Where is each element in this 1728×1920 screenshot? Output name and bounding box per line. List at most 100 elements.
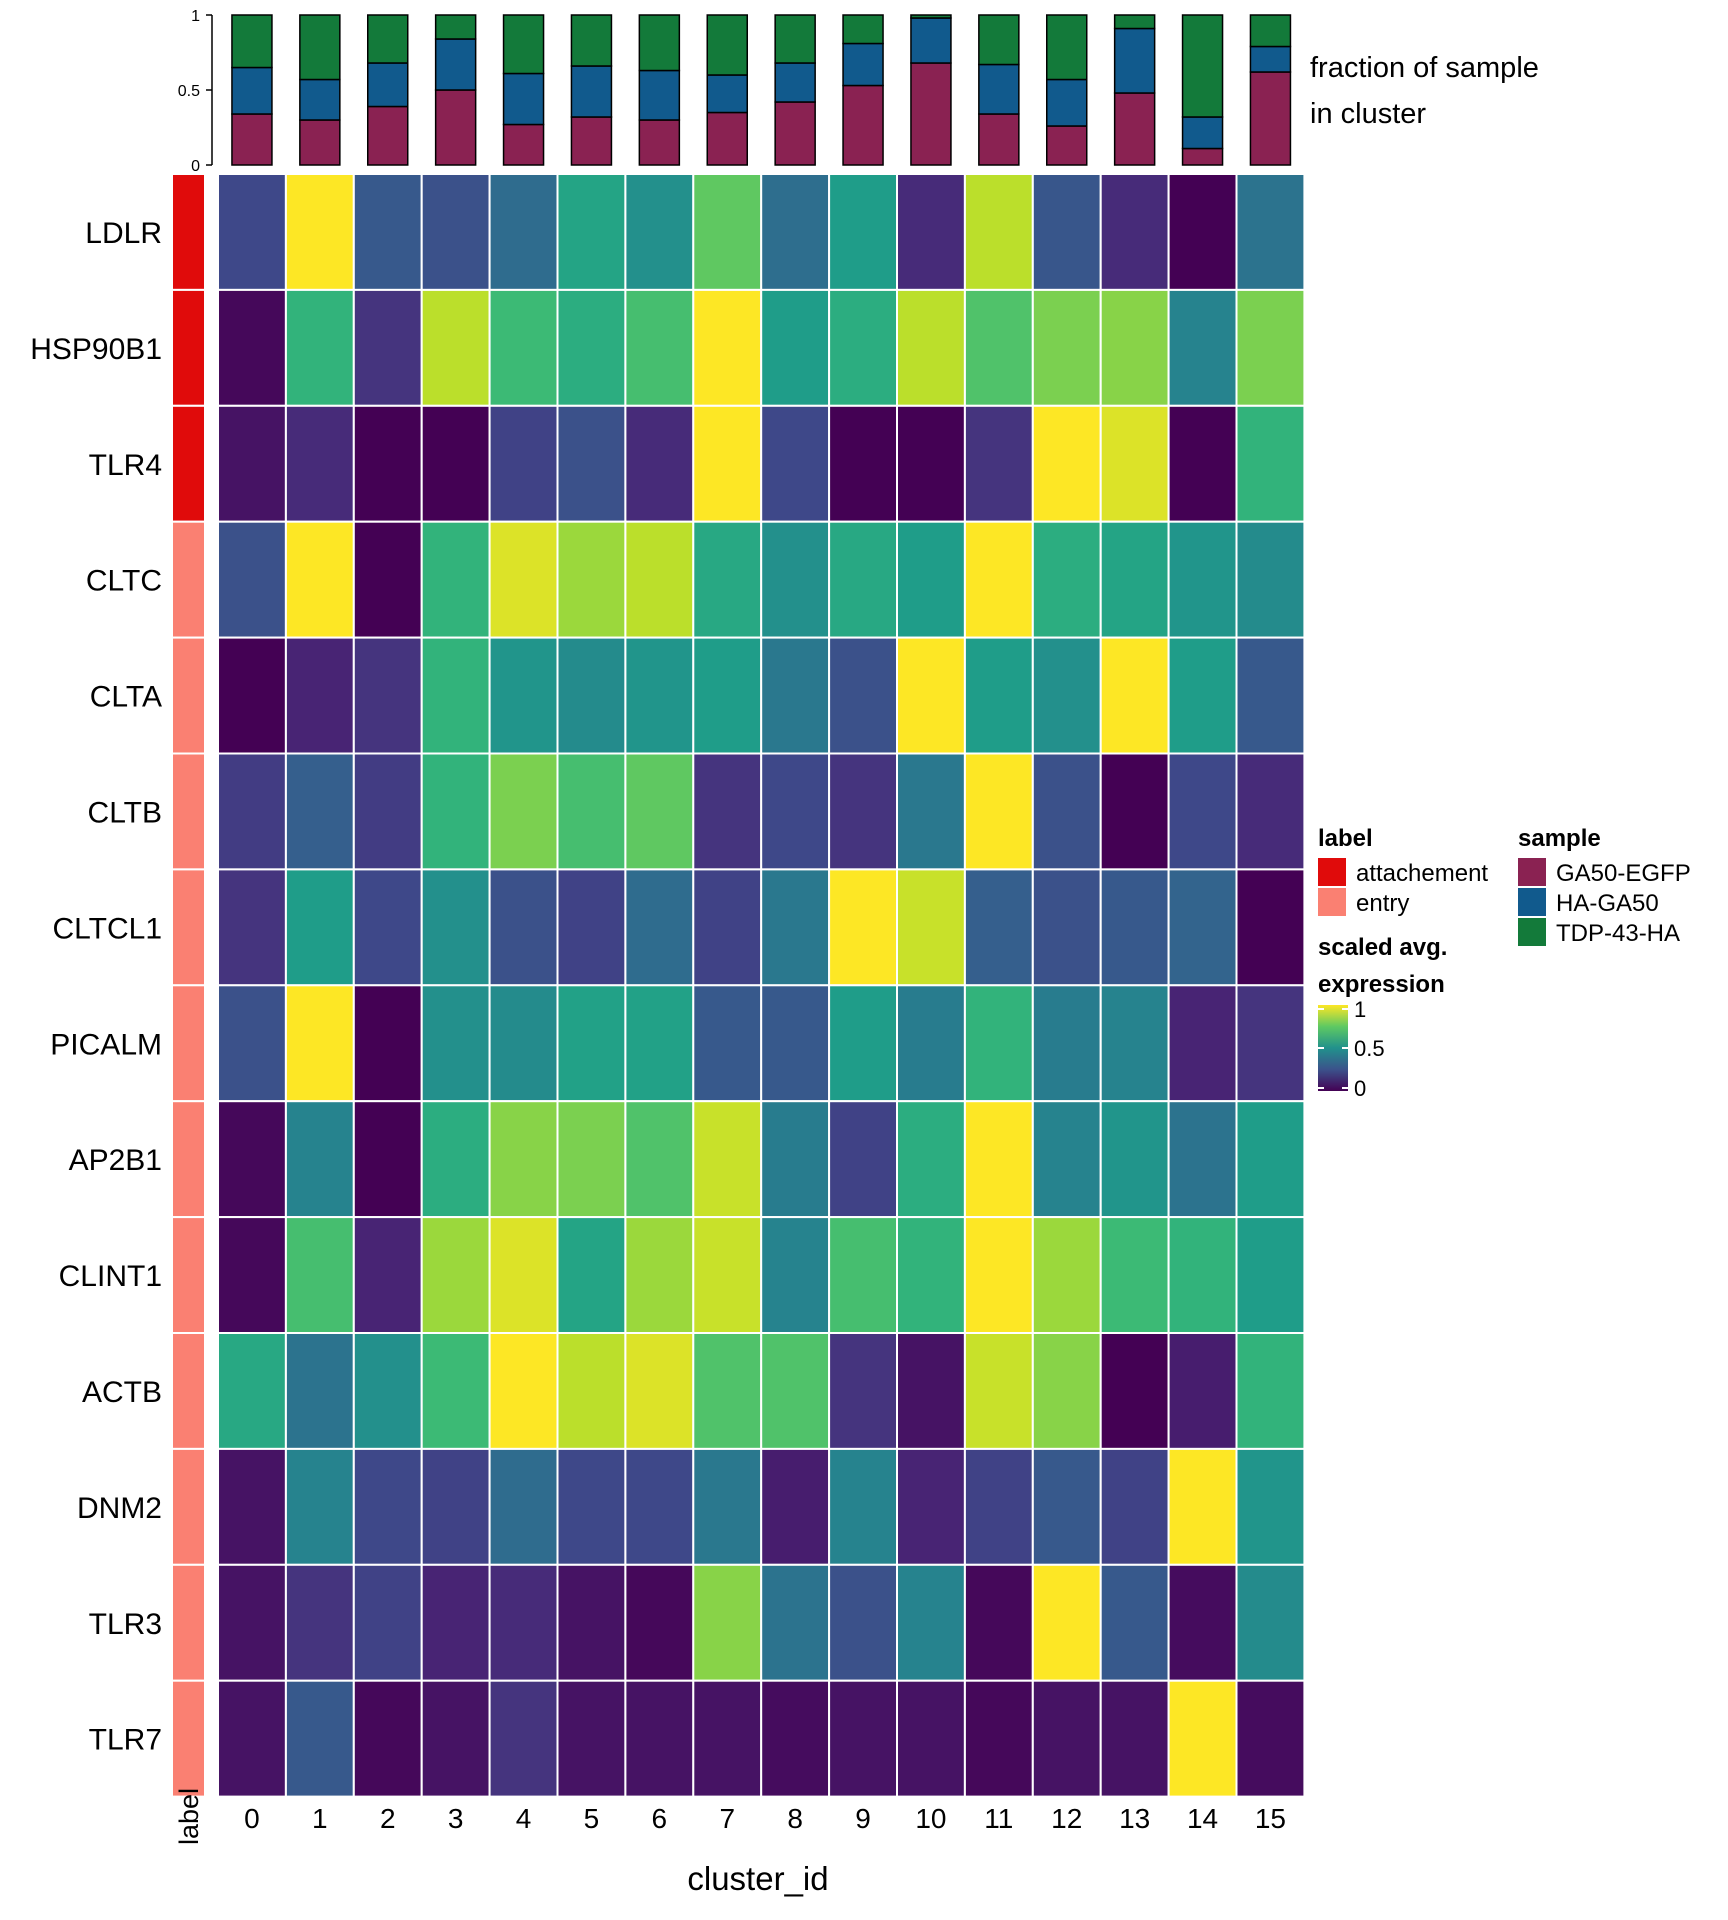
fraction-bar-ha-ga50-cluster-5 <box>570 65 613 118</box>
column-label-cluster-4: 4 <box>516 1803 532 1834</box>
heatmap-cell-ldlr-cluster-8 <box>760 173 831 291</box>
heatmap-cell-tlr3-cluster-4 <box>488 1563 559 1682</box>
fraction-bar-ga50-egfp-cluster-8 <box>774 101 816 166</box>
label-strip-ldlr <box>171 173 206 291</box>
heatmap-cell-hsp90b1-cluster-9 <box>828 288 898 407</box>
heatmap-cell-ap2b1-cluster-11 <box>963 1100 1034 1219</box>
heatmap-cell-tlr3-cluster-0 <box>217 1563 287 1682</box>
heatmap-cell-cltcl1-cluster-3 <box>420 868 491 987</box>
heatmap-cell-picalm-cluster-4 <box>488 984 559 1103</box>
heatmap-cell-actb-cluster-8 <box>760 1332 831 1450</box>
heatmap-cell-cltb-cluster-8 <box>760 752 831 871</box>
row-label-cltcl1: CLTCL1 <box>53 912 162 945</box>
heatmap-cell-hsp90b1-cluster-13 <box>1099 288 1170 407</box>
fraction-bar-ga50-egfp-cluster-9 <box>842 84 884 166</box>
heatmap-cell-cltcl1-cluster-11 <box>963 868 1034 987</box>
fraction-bar-ga50-egfp-cluster-1 <box>299 119 341 166</box>
heatmap-cell-ap2b1-cluster-13 <box>1099 1100 1170 1219</box>
heatmap-cell-tlr3-cluster-12 <box>1031 1563 1102 1682</box>
heatmap-cell-hsp90b1-cluster-5 <box>556 288 627 407</box>
heatmap-cell-cltc-cluster-4 <box>488 520 559 639</box>
fraction-bar-ga50-egfp-cluster-0 <box>231 113 273 166</box>
label-strip-tlr3 <box>171 1563 206 1682</box>
heatmap-cell-tlr3-cluster-10 <box>896 1563 966 1682</box>
heatmap-cell-dnm2-cluster-10 <box>896 1447 966 1566</box>
heatmap-cell-cltb-cluster-12 <box>1031 752 1102 871</box>
heatmap-cell-ap2b1-cluster-5 <box>556 1100 627 1219</box>
heatmap-cell-cltc-cluster-14 <box>1167 520 1238 639</box>
label-strip-tlr7 <box>171 1679 206 1798</box>
heatmap-cell-ap2b1-cluster-7 <box>692 1100 763 1219</box>
heatmap-cell-actb-cluster-12 <box>1031 1332 1102 1450</box>
heatmap-cell-dnm2-cluster-4 <box>488 1447 559 1566</box>
fraction-bar-ha-ga50-cluster-15 <box>1249 45 1292 73</box>
heatmap-cell-ldlr-cluster-9 <box>828 173 898 291</box>
heatmap-cell-tlr7-cluster-0 <box>217 1679 287 1798</box>
heatmap-cell-tlr3-cluster-11 <box>963 1563 1034 1682</box>
fraction-bar-ha-ga50-cluster-9 <box>842 42 884 87</box>
heatmap-cell-tlr4-cluster-3 <box>420 404 491 523</box>
heatmap-cell-hsp90b1-cluster-15 <box>1235 288 1306 407</box>
heatmap-cell-picalm-cluster-2 <box>352 984 423 1103</box>
heatmap-cell-ldlr-cluster-7 <box>692 173 763 291</box>
heatmap-cell-picalm-cluster-14 <box>1167 984 1238 1103</box>
heatmap-cell-cltcl1-cluster-5 <box>556 868 627 987</box>
heatmap-cell-clint1-cluster-3 <box>420 1216 491 1334</box>
label-strip-picalm <box>171 984 206 1103</box>
fraction-bar-ga50-egfp-cluster-14 <box>1181 147 1224 166</box>
heatmap-cell-tlr7-cluster-4 <box>488 1679 559 1798</box>
heatmap-cell-cltc-cluster-7 <box>692 520 763 639</box>
row-label-clta: CLTA <box>90 681 162 714</box>
legend-expr-title-line1: scaled avg. <box>1318 934 1447 961</box>
heatmap-cell-tlr4-cluster-12 <box>1031 404 1102 523</box>
fraction-bar-ga50-egfp-cluster-12 <box>1046 125 1088 166</box>
label-axis-text: label <box>174 1788 204 1845</box>
fraction-bar-ha-ga50-cluster-10 <box>910 17 952 64</box>
heatmap-cell-ldlr-cluster-5 <box>556 173 627 291</box>
heatmap-cell-dnm2-cluster-15 <box>1235 1447 1306 1566</box>
heatmap-cell-clta-cluster-9 <box>828 636 898 755</box>
heatmap-cell-cltc-cluster-2 <box>352 520 423 639</box>
heatmap-cell-actb-cluster-15 <box>1235 1332 1306 1450</box>
heatmap-cell-picalm-cluster-13 <box>1099 984 1170 1103</box>
heatmap-cell-ap2b1-cluster-14 <box>1167 1100 1238 1219</box>
heatmap-cell-dnm2-cluster-11 <box>963 1447 1034 1566</box>
column-label-cluster-1: 1 <box>312 1803 328 1834</box>
heatmap-cell-actb-cluster-11 <box>963 1332 1034 1450</box>
fraction-bar-tdp-43-ha-cluster-5 <box>570 14 613 67</box>
legend-sample-title: sample <box>1518 825 1601 852</box>
heatmap-cell-cltcl1-cluster-7 <box>692 868 763 987</box>
row-label-picalm: PICALM <box>50 1028 162 1061</box>
heatmap-cell-picalm-cluster-0 <box>217 984 287 1103</box>
row-label-clint1: CLINT1 <box>59 1260 162 1293</box>
fraction-bar-ha-ga50-cluster-13 <box>1113 27 1156 94</box>
column-label-cluster-10: 10 <box>915 1803 946 1834</box>
heatmap-cell-hsp90b1-cluster-14 <box>1167 288 1238 407</box>
heatmap-cell-tlr7-cluster-13 <box>1099 1679 1170 1798</box>
heatmap-cell-picalm-cluster-1 <box>284 984 355 1103</box>
heatmap-cells <box>217 173 1306 1798</box>
heatmap-cell-actb-cluster-2 <box>352 1332 423 1450</box>
column-label-cluster-13: 13 <box>1119 1803 1150 1834</box>
heatmap-cell-clint1-cluster-11 <box>963 1216 1034 1334</box>
heatmap-cell-tlr7-cluster-7 <box>692 1679 763 1798</box>
fraction-bar-ga50-egfp-cluster-15 <box>1249 71 1292 166</box>
heatmap-cell-clint1-cluster-15 <box>1235 1216 1306 1334</box>
heatmap-cell-cltcl1-cluster-4 <box>488 868 559 987</box>
heatmap-cell-ldlr-cluster-2 <box>352 173 423 291</box>
heatmap-cell-cltcl1-cluster-2 <box>352 868 423 987</box>
heatmap-cell-actb-cluster-7 <box>692 1332 763 1450</box>
heatmap-cell-clta-cluster-2 <box>352 636 423 755</box>
heatmap-cell-clint1-cluster-12 <box>1031 1216 1102 1334</box>
heatmap-cell-ap2b1-cluster-1 <box>284 1100 355 1219</box>
heatmap-cell-tlr4-cluster-14 <box>1167 404 1238 523</box>
heatmap-cell-clta-cluster-3 <box>420 636 491 755</box>
fraction-bar-ga50-egfp-cluster-3 <box>434 89 477 166</box>
heatmap-cell-dnm2-cluster-8 <box>760 1447 831 1566</box>
heatmap-cell-cltcl1-cluster-6 <box>624 868 695 987</box>
heatmap-cell-tlr7-cluster-9 <box>828 1679 898 1798</box>
fraction-bar-ha-ga50-cluster-1 <box>299 78 341 121</box>
heatmap-cell-actb-cluster-3 <box>420 1332 491 1450</box>
heatmap-cell-ldlr-cluster-13 <box>1099 173 1170 291</box>
heatmap-cell-tlr3-cluster-3 <box>420 1563 491 1682</box>
